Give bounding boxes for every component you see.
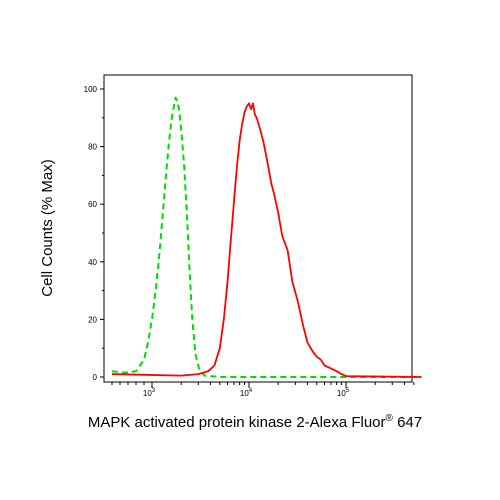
y-tick-label: 100 xyxy=(84,85,98,94)
sample-histogram-line xyxy=(111,102,422,378)
x-axis-title: MAPK activated protein kinase 2-Alexa Fl… xyxy=(88,413,422,431)
x-axis-title-main: MAPK activated protein kinase 2-Alexa Fl… xyxy=(88,414,386,431)
y-axis: 0 20 40 60 80 100 xyxy=(84,85,104,382)
y-tick-label: 60 xyxy=(88,200,97,209)
x-axis-title-tail: 647 xyxy=(393,414,422,431)
x-tick-label: 105 xyxy=(337,388,350,398)
histogram-curves xyxy=(111,96,422,378)
x-tick-label: 103 xyxy=(143,388,156,398)
y-tick-label: 20 xyxy=(88,315,97,324)
plot-frame xyxy=(103,74,413,383)
y-tick-label: 0 xyxy=(93,373,98,382)
y-tick-label: 80 xyxy=(88,143,97,152)
y-tick-label: 40 xyxy=(88,258,97,267)
y-axis-title: Cell Counts (% Max) xyxy=(39,159,56,297)
x-axis: 103 104 105 xyxy=(111,382,415,398)
x-axis-title-registered-mark: ® xyxy=(386,413,394,424)
x-tick-label: 104 xyxy=(240,388,253,398)
control-histogram-line xyxy=(111,96,422,378)
